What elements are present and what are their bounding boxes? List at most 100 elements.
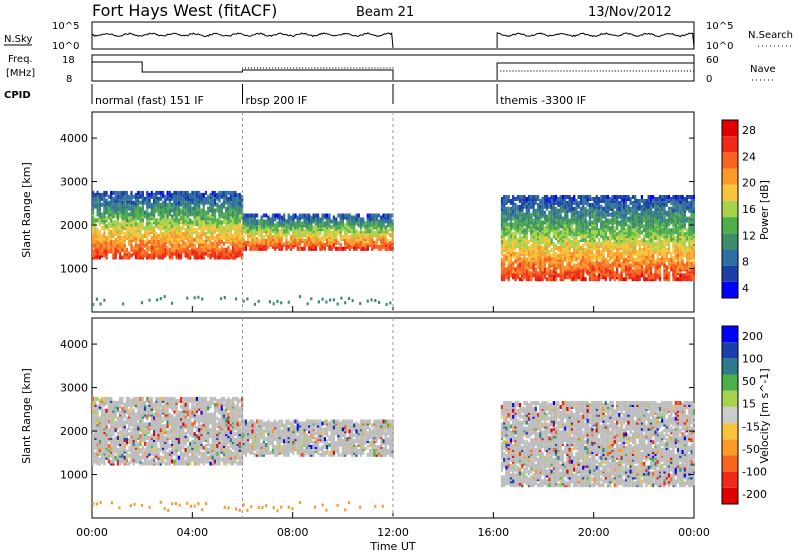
- data-cell: [632, 260, 634, 264]
- data-cell: [582, 201, 584, 205]
- data-cell: [115, 238, 117, 242]
- nsky-trace: [497, 33, 694, 48]
- data-cell: [153, 240, 155, 244]
- data-cell: [326, 219, 328, 223]
- data-cell: [333, 243, 335, 247]
- data-cell: [639, 203, 641, 207]
- data-cell: [523, 228, 525, 232]
- data-cell: [225, 199, 227, 203]
- data-cell: [526, 252, 528, 256]
- data-cell: [548, 264, 550, 268]
- data-cell: [265, 214, 267, 218]
- data-cell: [294, 214, 296, 218]
- data-cell: [126, 248, 128, 252]
- data-cell: [99, 238, 101, 242]
- data-cell: [519, 242, 521, 246]
- nave-point: [554, 70, 555, 71]
- data-cell: [182, 248, 184, 252]
- data-cell: [115, 199, 117, 203]
- data-cell: [335, 231, 337, 235]
- data-cell: [317, 231, 319, 235]
- data-cell: [369, 221, 371, 225]
- data-cell: [171, 214, 173, 218]
- data-cell: [508, 260, 510, 264]
- nave-point: [576, 70, 577, 71]
- data-cell: [519, 205, 521, 209]
- data-cell: [575, 207, 577, 211]
- data-cell: [632, 242, 634, 246]
- data-cell: [185, 216, 187, 220]
- data-cell: [212, 228, 214, 232]
- data-cell: [153, 205, 155, 209]
- nave-point: [305, 67, 306, 68]
- data-cell: [103, 250, 105, 254]
- data-cell: [501, 262, 503, 266]
- data-cell: [237, 226, 239, 230]
- nave-point: [527, 70, 528, 71]
- data-cell: [108, 246, 110, 250]
- data-cell: [126, 212, 128, 216]
- figure: Fort Hays West (fitACF) Beam 21 13/Nov/2…: [0, 0, 800, 554]
- data-cell: [173, 226, 175, 230]
- data-cell: [216, 234, 218, 238]
- data-cell: [144, 250, 146, 254]
- data-cell: [306, 214, 308, 218]
- data-cell: [627, 217, 629, 221]
- data-cell: [227, 220, 229, 224]
- data-cell: [666, 269, 668, 273]
- data-cell: [593, 221, 595, 225]
- data-cell: [274, 214, 276, 218]
- data-cell: [214, 226, 216, 230]
- data-cell: [340, 243, 342, 247]
- nave-point: [603, 70, 604, 71]
- data-cell: [92, 230, 94, 234]
- data-cell: [207, 230, 209, 234]
- data-cell: [146, 201, 148, 205]
- data-cell: [223, 212, 225, 216]
- nave-point: [365, 67, 366, 68]
- data-cell: [247, 214, 249, 218]
- data-cell: [634, 240, 636, 244]
- data-cell: [643, 252, 645, 256]
- data-cell: [526, 266, 528, 270]
- data-cell: [539, 250, 541, 254]
- data-cell: [349, 214, 351, 218]
- data-cell: [602, 232, 604, 236]
- data-cell: [99, 230, 101, 234]
- data-cell: [297, 243, 299, 247]
- data-cell: [528, 277, 530, 281]
- data-cell: [160, 232, 162, 236]
- data-cell: [641, 238, 643, 242]
- data-cell: [310, 241, 312, 245]
- data-cell: [580, 256, 582, 260]
- data-cell: [573, 236, 575, 240]
- data-cell: [546, 258, 548, 262]
- data-cell: [546, 215, 548, 219]
- data-cell: [173, 244, 175, 248]
- data-cell: [657, 258, 659, 262]
- data-cell: [322, 235, 324, 239]
- data-cell: [557, 197, 559, 201]
- data-cell: [634, 258, 636, 262]
- data-cell: [668, 271, 670, 275]
- data-cell: [200, 193, 202, 197]
- data-cell: [643, 199, 645, 203]
- data-cell: [328, 245, 330, 249]
- data-cell: [106, 236, 108, 240]
- data-cell: [185, 242, 187, 246]
- data-cell: [387, 214, 389, 218]
- data-cell: [551, 238, 553, 242]
- data-cell: [178, 207, 180, 211]
- data-cell: [130, 191, 132, 195]
- nave-point: [515, 70, 516, 71]
- data-cell: [503, 224, 505, 228]
- data-cell: [315, 214, 317, 218]
- freq-right-tick-top: 60: [706, 55, 719, 66]
- data-cell: [591, 221, 593, 225]
- data-cell: [537, 271, 539, 275]
- data-cell: [657, 236, 659, 240]
- nave-point: [245, 67, 246, 68]
- data-cell: [614, 195, 616, 199]
- data-cell: [562, 266, 564, 270]
- data-cell: [378, 237, 380, 241]
